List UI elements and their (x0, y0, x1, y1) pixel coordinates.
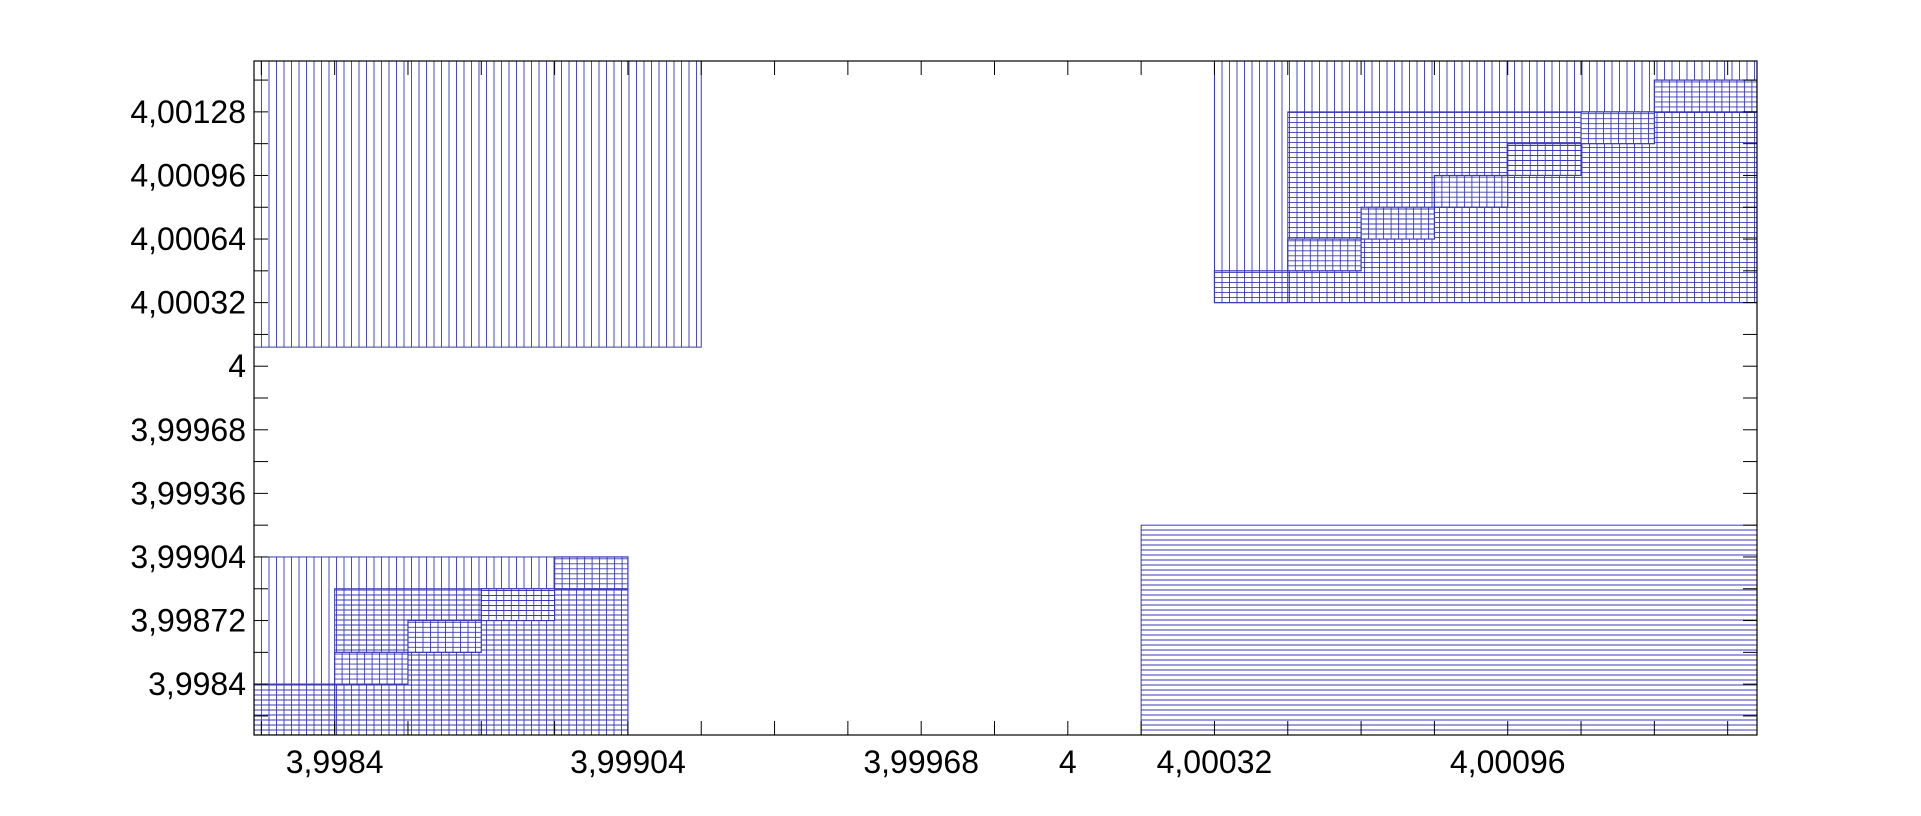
x-tick-labels: 3,9984 3,99904 3,99968 4 4,00032 4,00096 (286, 744, 1566, 780)
crosshatch-cells (254, 79, 1757, 735)
y-tick-label: 3,99968 (130, 412, 246, 448)
crosshatch-cell-7 (1360, 206, 1436, 240)
y-tick-label: 3,99872 (130, 603, 246, 639)
crosshatch-cell-2 (407, 619, 482, 653)
crosshatch-cell-6 (1287, 238, 1362, 272)
crosshatch-cell-10 (1580, 111, 1655, 145)
crosshatch-cell-4 (553, 556, 629, 590)
x-tick-label: 4,00032 (1157, 744, 1273, 780)
x-tick-label: 4,00096 (1450, 744, 1566, 780)
plot-background (254, 61, 1757, 735)
y-tick-label: 4,00032 (130, 285, 246, 321)
y-tick-label: 3,99904 (130, 539, 246, 575)
crosshatch-cell-1 (334, 651, 409, 685)
crosshatch-cell-8 (1433, 174, 1509, 208)
x-tick-label: 3,99968 (863, 744, 979, 780)
hatch-region-0 (254, 61, 702, 348)
y-tick-label: 4 (228, 348, 246, 384)
x-tick-label: 4 (1059, 744, 1077, 780)
crosshatch-cell-3 (480, 588, 556, 622)
crosshatch-cell-5 (1213, 270, 1289, 304)
y-tick-label: 3,9984 (148, 666, 246, 702)
crosshatch-cell-11 (1653, 79, 1757, 113)
x-tick-label: 3,99904 (570, 744, 686, 780)
y-tick-label: 4,00096 (130, 157, 246, 193)
axis-ticks (254, 61, 1757, 735)
y-tick-label: 4,00128 (130, 94, 246, 130)
crosshatch-cell-0 (254, 683, 336, 735)
y-tick-label: 4,00064 (130, 221, 246, 257)
crosshatch-cell-9 (1507, 143, 1582, 177)
y-tick-labels: 3,9984 3,99872 3,99904 3,99936 3,99968 4 4,000… (130, 94, 246, 702)
x-tick-label: 3,9984 (286, 744, 384, 780)
y-tick-label: 3,99936 (130, 475, 246, 511)
